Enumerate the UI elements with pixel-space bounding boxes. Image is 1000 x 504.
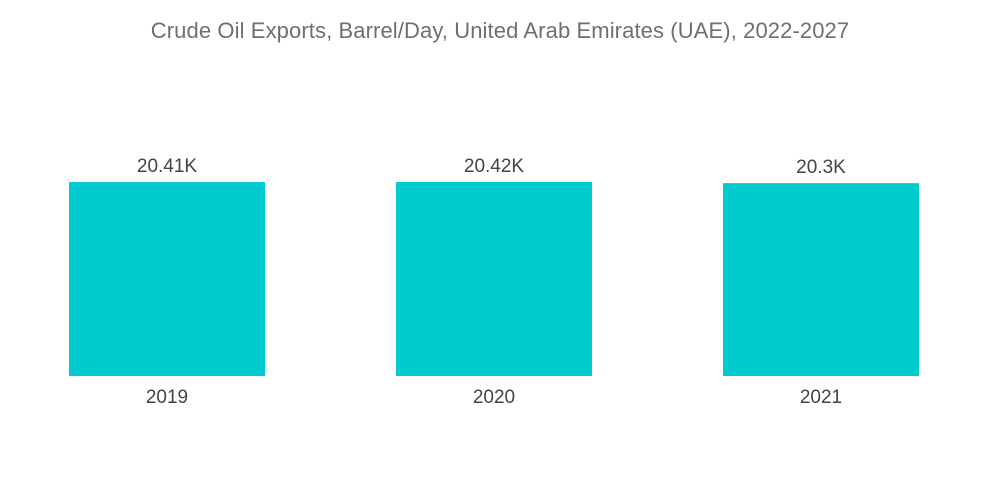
bars-group	[69, 182, 919, 376]
x-tick-label-2019: 2019	[146, 387, 188, 408]
data-label-2020: 20.42K	[464, 156, 525, 177]
x-axis-ticks: 2019 2020 2021	[146, 387, 842, 408]
x-tick-label-2020: 2020	[473, 387, 515, 408]
x-tick-label-2021: 2021	[800, 387, 842, 408]
chart-title: Crude Oil Exports, Barrel/Day, United Ar…	[150, 18, 850, 43]
bar-labels-group: 20.41K 20.42K 20.3K	[137, 156, 846, 178]
data-label-2019: 20.41K	[137, 156, 198, 177]
data-label-2021: 20.3K	[796, 157, 846, 178]
bar-2020	[396, 182, 592, 376]
bar-2019	[69, 182, 265, 376]
bar-2021	[723, 183, 919, 376]
